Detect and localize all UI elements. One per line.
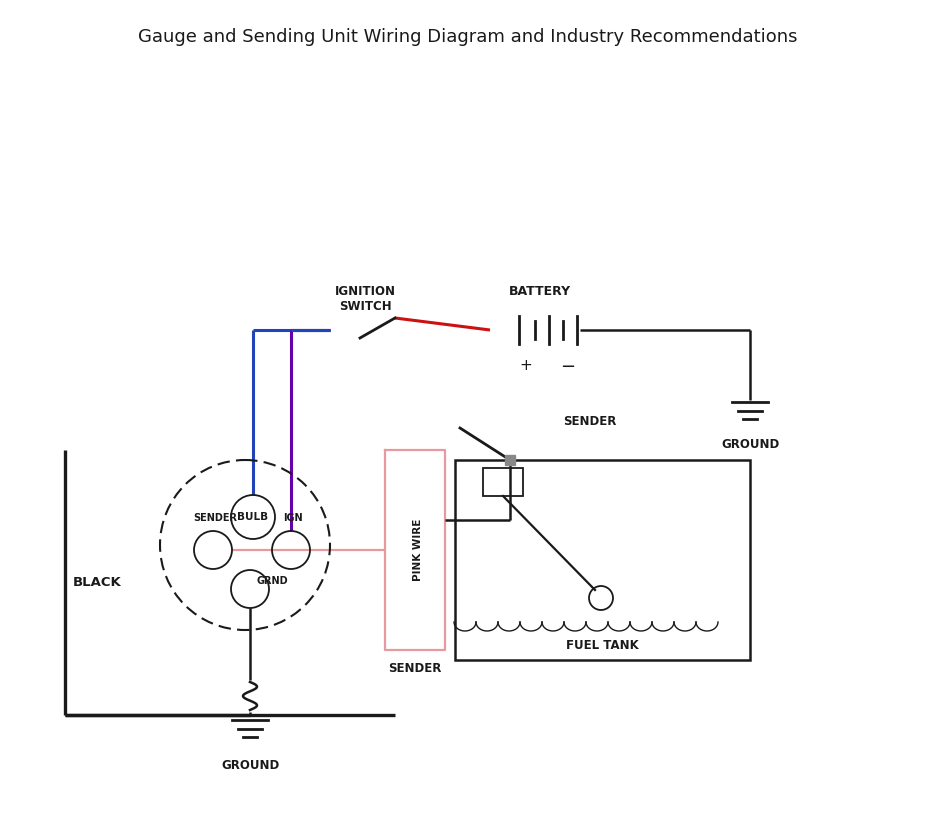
Text: GRND: GRND xyxy=(256,576,287,586)
Text: IGN: IGN xyxy=(284,513,303,523)
Text: IGNITION: IGNITION xyxy=(334,285,396,298)
Text: FUEL TANK: FUEL TANK xyxy=(566,639,639,652)
Text: −: − xyxy=(561,358,576,376)
Text: GROUND: GROUND xyxy=(721,438,779,451)
Text: PINK WIRE: PINK WIRE xyxy=(413,519,423,581)
Text: +: + xyxy=(519,358,533,373)
Bar xyxy=(483,468,523,496)
Text: SWITCH: SWITCH xyxy=(339,300,391,313)
Text: BULB: BULB xyxy=(238,512,269,522)
Text: SENDER: SENDER xyxy=(563,415,617,428)
Text: Gauge and Sending Unit Wiring Diagram and Industry Recommendations: Gauge and Sending Unit Wiring Diagram an… xyxy=(139,28,797,46)
Text: BLACK: BLACK xyxy=(73,576,122,589)
Text: SENDER: SENDER xyxy=(193,513,237,523)
Text: GROUND: GROUND xyxy=(221,759,279,772)
Text: SENDER: SENDER xyxy=(388,662,442,675)
Bar xyxy=(455,460,750,660)
Text: BATTERY: BATTERY xyxy=(509,285,571,298)
